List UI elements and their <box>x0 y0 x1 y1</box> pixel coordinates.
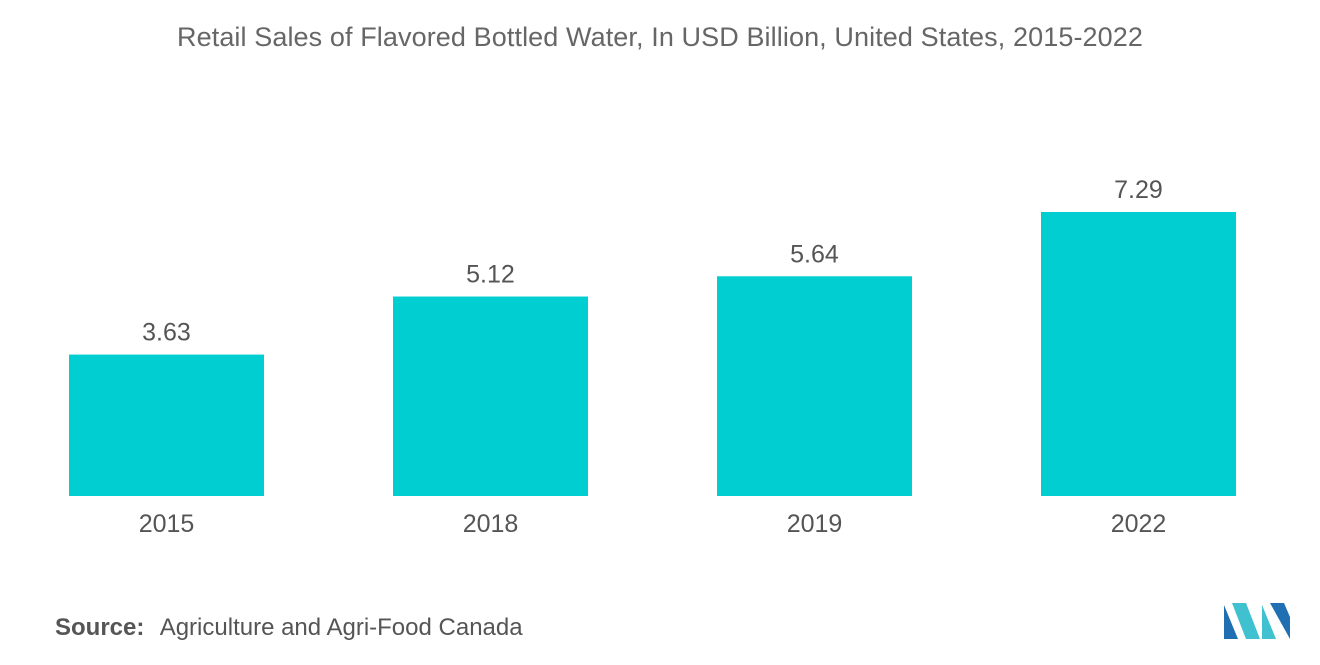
mordor-intelligence-logo-icon <box>1224 603 1290 639</box>
logo-shape-left <box>1224 605 1238 639</box>
logo-shape-mid <box>1232 603 1260 639</box>
x-tick-label-2022: 2022 <box>1111 510 1167 538</box>
x-tick-label-2015: 2015 <box>139 510 195 538</box>
bar-2018 <box>393 296 588 496</box>
data-label-2015: 3.63 <box>142 319 191 347</box>
chart-title: Retail Sales of Flavored Bottled Water, … <box>177 22 1143 52</box>
source-note: Source: Agriculture and Agri-Food Canada <box>55 614 523 642</box>
data-label-2022: 7.29 <box>1114 176 1163 204</box>
data-label-2019: 5.64 <box>790 240 839 268</box>
bar-2022 <box>1041 212 1236 496</box>
logo-shape-right-light <box>1262 605 1276 639</box>
logo-shape-right-dark <box>1270 603 1290 639</box>
source-label: Source: <box>55 614 145 641</box>
x-tick-label-2018: 2018 <box>463 510 519 538</box>
x-tick-label-2019: 2019 <box>787 510 843 538</box>
bar-2015 <box>69 354 264 496</box>
source-text: Agriculture and Agri-Food Canada <box>159 614 523 641</box>
data-label-2018: 5.12 <box>466 261 515 289</box>
bar-2019 <box>717 276 912 496</box>
